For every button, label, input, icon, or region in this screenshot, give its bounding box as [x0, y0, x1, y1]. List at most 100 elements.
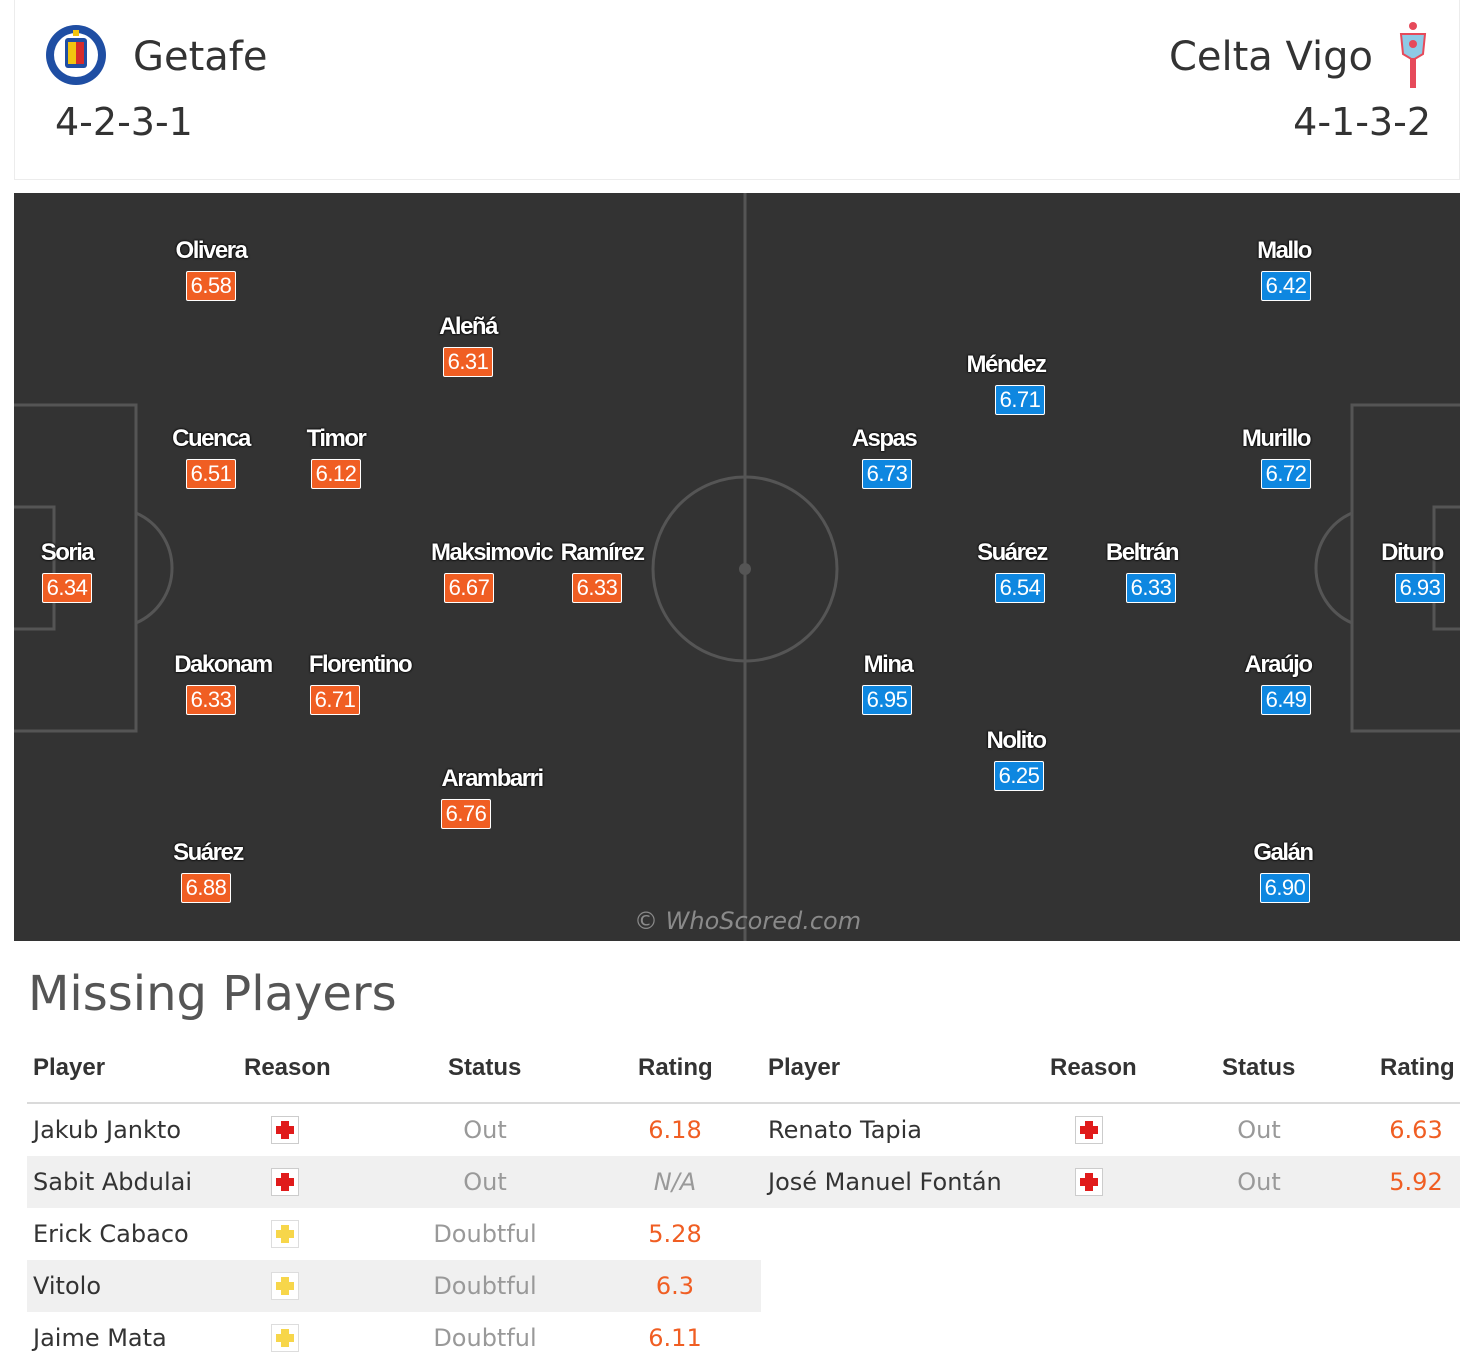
status: Out [1237, 1168, 1281, 1196]
player-rating: 6.67 [443, 573, 495, 603]
status: Out [463, 1116, 507, 1144]
player-rating: 6.49 [1260, 685, 1312, 715]
away-player-suarez[interactable]: Suárez 6.54 [952, 539, 1072, 603]
status: Out [1237, 1116, 1281, 1144]
home-player-timor[interactable]: Timor 6.12 [276, 425, 396, 489]
away-team-name[interactable]: Celta Vigo [1168, 34, 1373, 80]
rating: 6.11 [648, 1324, 702, 1352]
celta-crest-icon [1399, 22, 1427, 88]
injury-icon [1075, 1168, 1103, 1196]
home-player-alena[interactable]: Aleñá 6.31 [408, 313, 528, 377]
match-header: Getafe 4-2-3-1 Celta Vigo 4-1-3-2 [14, 0, 1460, 180]
home-player-dakonam[interactable]: Dakonam 6.33 [163, 651, 283, 715]
header-status[interactable]: Status [448, 1054, 522, 1081]
home-player-suarez[interactable]: Suárez 6.88 [148, 839, 268, 903]
player-name: Dakonam [174, 651, 273, 678]
home-team-name[interactable]: Getafe [133, 34, 268, 80]
home-player-arambarri[interactable]: Arambarri 6.76 [432, 765, 552, 829]
player-rating: 6.31 [442, 347, 494, 377]
player-rating: 6.58 [185, 271, 237, 301]
player-name: Araújo [1244, 651, 1313, 678]
player-rating: 6.88 [180, 873, 232, 903]
header-status[interactable]: Status [1222, 1054, 1296, 1081]
getafe-crest-icon [46, 25, 106, 85]
player-name[interactable]: Jaime Mata [33, 1324, 167, 1352]
rating: 5.92 [1389, 1168, 1443, 1196]
player-name: Suárez [977, 539, 1048, 566]
away-player-beltran[interactable]: Beltrán 6.33 [1082, 539, 1202, 603]
table-header: Player Reason Status Rating [27, 1044, 761, 1104]
status: Doubtful [433, 1324, 537, 1352]
rating: 6.3 [655, 1272, 695, 1300]
injury-icon [271, 1168, 299, 1196]
table-row: Jaime Mata Doubtful 6.11 [27, 1312, 761, 1364]
player-rating: 6.33 [185, 685, 237, 715]
away-player-galan[interactable]: Galán 6.90 [1223, 839, 1343, 903]
table-row: Erick Cabaco Doubtful 5.28 [27, 1208, 761, 1260]
home-player-florentino[interactable]: Florentino 6.71 [300, 651, 420, 715]
player-rating: 6.33 [571, 573, 623, 603]
rating: 5.28 [648, 1220, 702, 1248]
player-name[interactable]: José Manuel Fontán [768, 1168, 1002, 1196]
player-rating: 6.33 [1125, 573, 1177, 603]
player-rating: 6.76 [440, 799, 492, 829]
player-name: Nolito [986, 727, 1047, 754]
watermark: © WhoScored.com [634, 907, 862, 935]
player-name[interactable]: Sabit Abdulai [33, 1168, 193, 1196]
player-rating: 6.90 [1259, 873, 1311, 903]
header-rating[interactable]: Rating [1380, 1054, 1455, 1081]
player-name: Méndez [966, 351, 1047, 378]
player-name: Suárez [173, 839, 244, 866]
player-name: Mallo [1257, 237, 1312, 264]
header-player[interactable]: Player [768, 1054, 841, 1081]
away-player-mallo[interactable]: Mallo 6.42 [1224, 237, 1344, 301]
home-player-olivera[interactable]: Olivera 6.58 [151, 237, 271, 301]
player-name: Soria [40, 539, 95, 566]
home-player-maksimovic[interactable]: Maksimovic 6.67 [431, 539, 554, 603]
player-name[interactable]: Jakub Jankto [33, 1116, 182, 1144]
player-name: Cuenca [172, 425, 251, 452]
player-name: Galán [1253, 839, 1314, 866]
home-player-soria[interactable]: Soria 6.34 [14, 539, 127, 603]
player-rating: 6.51 [185, 459, 237, 489]
player-rating: 6.73 [861, 459, 913, 489]
away-player-murillo[interactable]: Murillo 6.72 [1216, 425, 1336, 489]
player-rating: 6.93 [1394, 573, 1446, 603]
doubtful-icon [271, 1324, 299, 1352]
away-player-nolito[interactable]: Nolito 6.25 [956, 727, 1076, 791]
player-name: Timor [306, 425, 367, 452]
header-reason[interactable]: Reason [1050, 1054, 1137, 1081]
player-name[interactable]: Vitolo [33, 1272, 102, 1300]
table-row: José Manuel Fontán Out 5.92 [761, 1156, 1460, 1208]
away-player-aspas[interactable]: Aspas 6.73 [824, 425, 944, 489]
doubtful-icon [271, 1220, 299, 1248]
header-player[interactable]: Player [33, 1054, 106, 1081]
player-rating: 6.12 [310, 459, 362, 489]
rating: 6.18 [648, 1116, 702, 1144]
home-player-ramirez[interactable]: Ramírez 6.33 [542, 539, 662, 603]
player-rating: 6.71 [309, 685, 361, 715]
header-reason[interactable]: Reason [244, 1054, 331, 1081]
player-name: Aspas [851, 425, 918, 452]
away-player-mendez[interactable]: Méndez 6.71 [946, 351, 1066, 415]
away-formation: 4-1-3-2 [1293, 100, 1431, 144]
player-rating: 6.71 [994, 385, 1046, 415]
table-row: Sabit Abdulai Out N/A [27, 1156, 761, 1208]
player-rating: 6.42 [1260, 271, 1312, 301]
doubtful-icon [271, 1272, 299, 1300]
player-name[interactable]: Renato Tapia [768, 1116, 923, 1144]
table-row: Jakub Jankto Out 6.18 [27, 1104, 761, 1156]
player-name[interactable]: Erick Cabaco [33, 1220, 189, 1248]
rating: 6.63 [1389, 1116, 1443, 1144]
player-name: Olivera [175, 237, 248, 264]
away-player-araujo[interactable]: Araújo 6.49 [1218, 651, 1338, 715]
home-missing-table: Player Reason Status Rating Jakub Jankto… [27, 1044, 761, 1364]
player-name: Florentino [308, 651, 413, 678]
away-player-dituro[interactable]: Dituro 6.93 [1352, 539, 1460, 603]
pitch: Olivera 6.58 Aleñá 6.31 Cuenca 6.51 Timo… [14, 193, 1460, 941]
header-rating[interactable]: Rating [638, 1054, 713, 1081]
home-player-cuenca[interactable]: Cuenca 6.51 [151, 425, 271, 489]
away-player-mina[interactable]: Mina 6.95 [828, 651, 948, 715]
table-row: Renato Tapia Out 6.63 [761, 1104, 1460, 1156]
player-name: Aleñá [439, 313, 498, 340]
